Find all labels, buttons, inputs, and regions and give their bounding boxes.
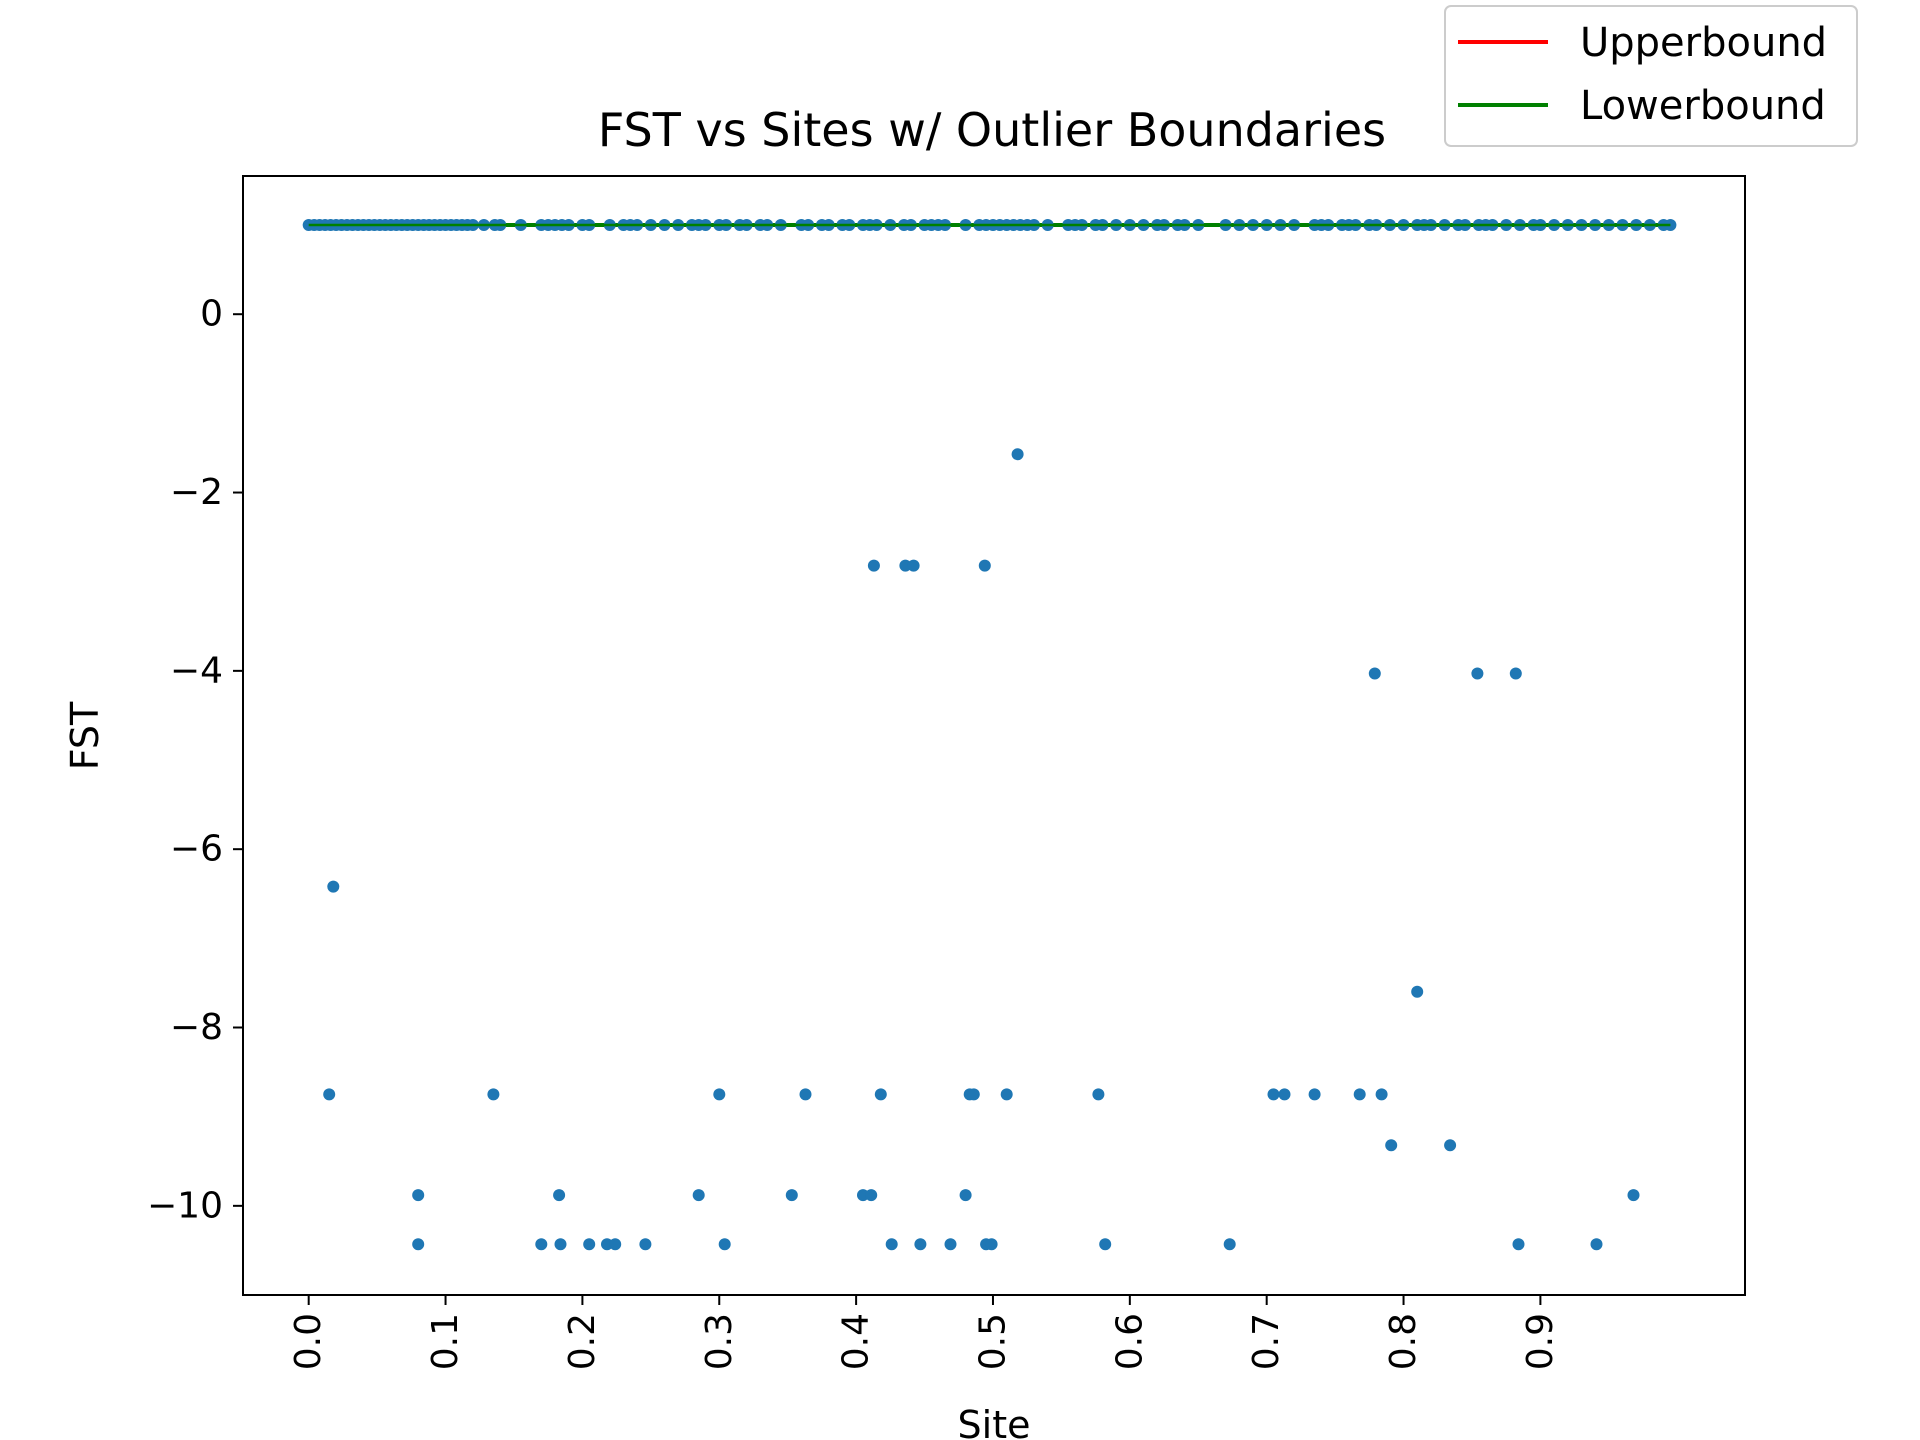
data-point <box>1308 1088 1321 1101</box>
data-point <box>1411 985 1424 998</box>
data-point <box>857 1189 869 1202</box>
data-point <box>609 1238 622 1251</box>
data-point <box>1368 667 1381 680</box>
data-point <box>874 1088 887 1101</box>
x-axis-ticks: 0.0 0.1 0.2 0.3 0.4 0.5 0.6 0.7 0.8 0.9 <box>288 1295 1561 1370</box>
data-point <box>785 1189 798 1202</box>
data-point <box>1099 1238 1112 1251</box>
data-point <box>885 1238 898 1251</box>
data-point <box>959 1189 972 1202</box>
data-point <box>601 1238 613 1251</box>
data-point <box>985 1238 998 1251</box>
x-tick-label: 0.8 <box>1383 1313 1424 1370</box>
data-point <box>1444 1139 1457 1152</box>
y-tick-label: −6 <box>170 829 223 870</box>
data-point <box>907 559 920 572</box>
data-point <box>535 1238 548 1251</box>
data-point <box>487 1088 500 1101</box>
y-axis-label: FST <box>63 701 107 770</box>
data-point <box>1011 448 1024 461</box>
data-point <box>1509 667 1522 680</box>
x-axis-label: Site <box>958 1403 1031 1440</box>
data-point <box>323 1088 336 1101</box>
data-point <box>713 1088 726 1101</box>
data-point <box>899 559 912 572</box>
data-point <box>978 559 991 572</box>
data-point <box>553 1189 566 1202</box>
data-point <box>327 880 340 893</box>
y-tick-label: −10 <box>147 1185 223 1226</box>
plot-area <box>242 175 1746 1296</box>
data-point <box>692 1189 705 1202</box>
data-point <box>412 1189 425 1202</box>
data-point <box>639 1238 652 1251</box>
data-point <box>718 1238 731 1251</box>
data-point <box>1375 1088 1388 1101</box>
data-point <box>1512 1238 1525 1251</box>
data-point <box>583 1238 596 1251</box>
data-point <box>914 1238 927 1251</box>
data-point <box>944 1238 957 1251</box>
y-tick-label: −4 <box>170 650 223 691</box>
x-tick-label: 0.9 <box>1520 1313 1561 1370</box>
chart-title: FST vs Sites w/ Outlier Boundaries <box>598 103 1386 157</box>
data-point <box>1278 1088 1291 1101</box>
y-tick-label: −2 <box>170 472 223 513</box>
y-axis-ticks: 0 −2 −4 −6 −8 −10 <box>147 294 243 1226</box>
data-points <box>302 219 1677 1251</box>
data-point <box>1627 1189 1640 1202</box>
data-point <box>865 1189 878 1202</box>
data-point <box>412 1238 425 1251</box>
data-point <box>1385 1139 1398 1152</box>
data-point <box>1353 1088 1366 1101</box>
x-tick-label: 0.3 <box>699 1313 740 1370</box>
x-tick-label: 0.7 <box>1246 1313 1287 1370</box>
x-tick-label: 0.1 <box>425 1313 466 1370</box>
legend-label-lowerbound: Lowerbound <box>1580 83 1826 129</box>
data-point <box>554 1238 567 1251</box>
x-tick-label: 0.5 <box>973 1313 1014 1370</box>
x-tick-label: 0.2 <box>562 1313 603 1370</box>
x-tick-label: 0.4 <box>836 1313 877 1370</box>
y-tick-label: 0 <box>200 294 223 335</box>
data-point <box>867 559 880 572</box>
data-point <box>1092 1088 1105 1101</box>
legend: Upperbound Lowerbound <box>1444 5 1858 147</box>
x-tick-label: 0.6 <box>1109 1313 1150 1370</box>
x-tick-label: 0.0 <box>288 1313 329 1370</box>
data-point <box>1223 1238 1236 1251</box>
data-point <box>799 1088 812 1101</box>
data-point <box>1590 1238 1603 1251</box>
data-point <box>967 1088 980 1101</box>
y-tick-label: −8 <box>170 1007 223 1048</box>
data-point <box>1267 1088 1280 1101</box>
data-point <box>1000 1088 1013 1101</box>
legend-label-upperbound: Upperbound <box>1580 20 1827 66</box>
data-point <box>1471 667 1484 680</box>
